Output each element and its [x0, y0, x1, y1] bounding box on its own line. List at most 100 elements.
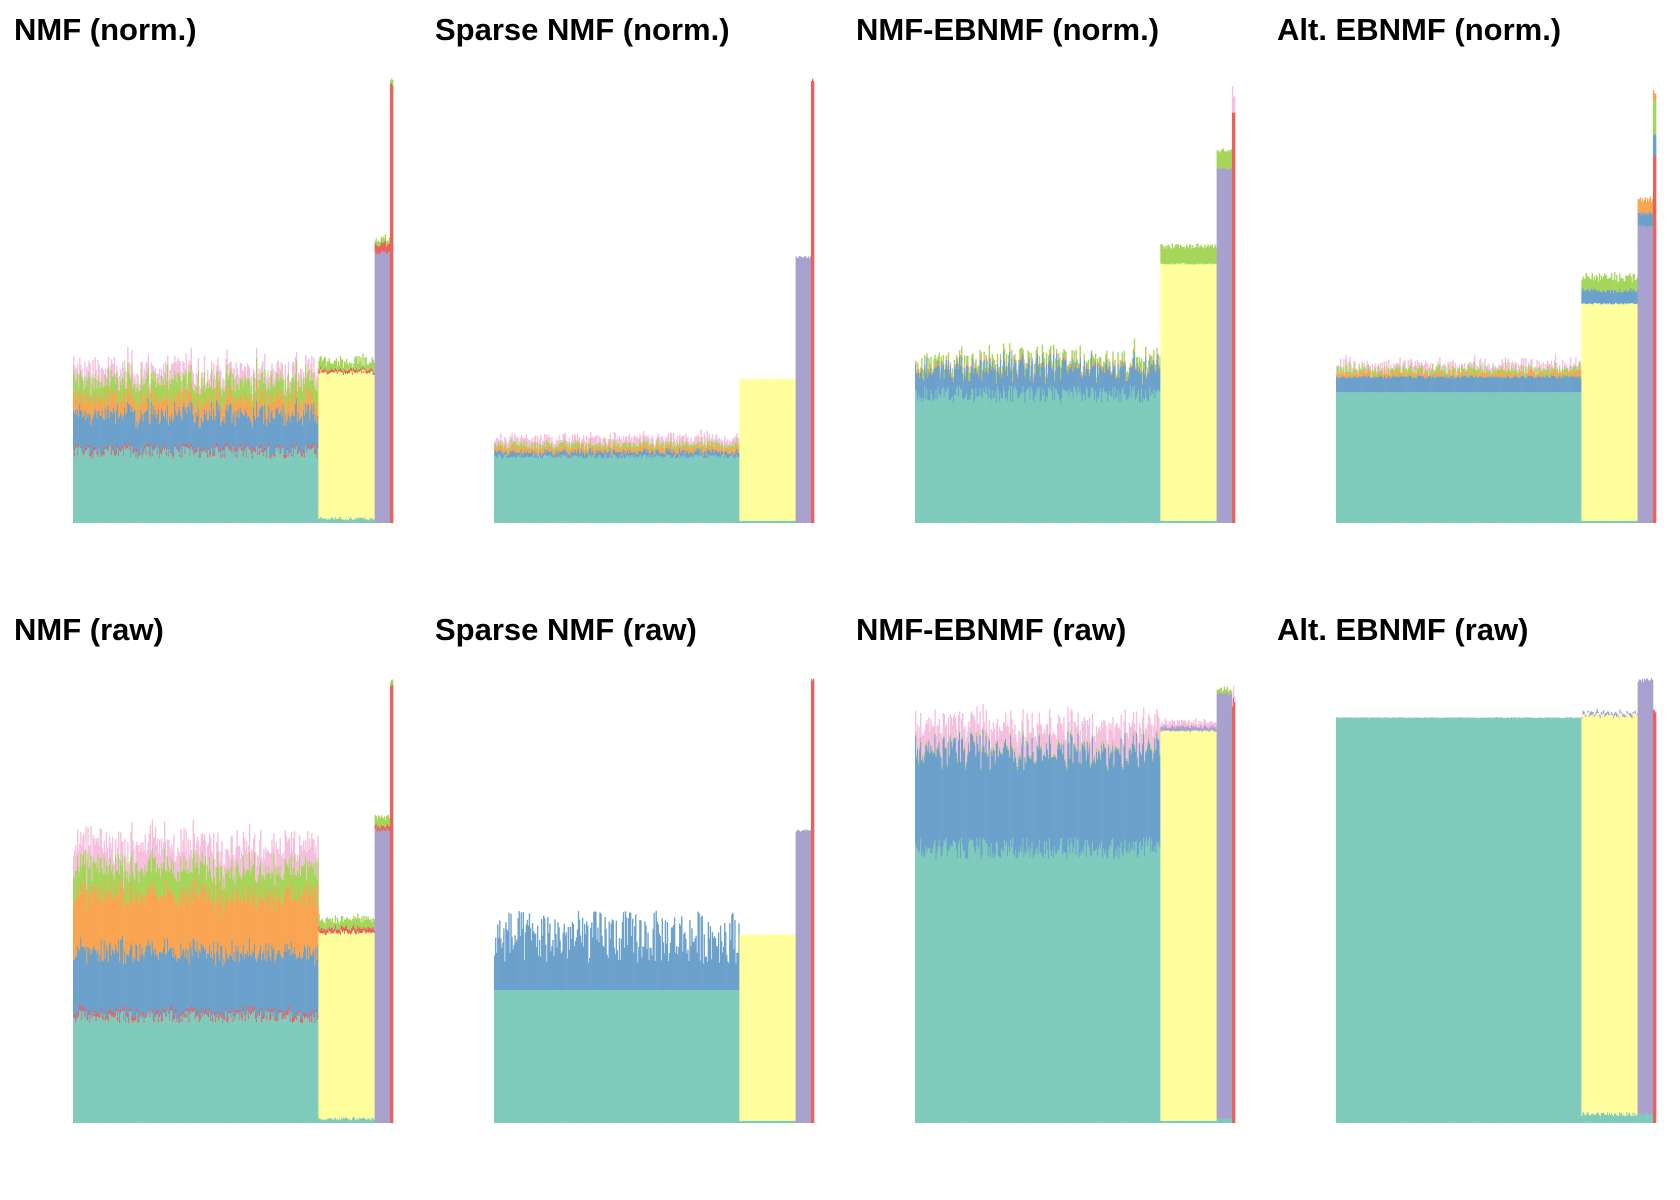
- bar-segment-teal: [571, 456, 574, 523]
- bar-segment-red: [285, 454, 288, 459]
- bar-segment-blue: [494, 453, 496, 457]
- bar-segment-pink: [80, 364, 82, 371]
- bar-segment-red: [320, 366, 322, 370]
- bar-segment-green: [538, 444, 541, 448]
- bar-segment-pink: [259, 369, 261, 380]
- bar-segment-teal: [970, 395, 972, 523]
- bar-segment-orange: [1451, 370, 1453, 376]
- bar-segment-green: [1365, 372, 1368, 374]
- bar-segment-teal: [710, 455, 713, 523]
- bar-segment-blue: [1062, 358, 1064, 388]
- bar-segment-orange: [1018, 362, 1020, 366]
- bar-segment-orange: [141, 394, 143, 414]
- bar-segment-green: [390, 78, 393, 84]
- bar-segment-teal: [720, 455, 723, 523]
- bar-segment-blue: [633, 451, 635, 455]
- bar-segment-green: [297, 381, 300, 402]
- bar-segment-pink: [1448, 363, 1450, 371]
- bar-segment-blue: [196, 416, 199, 449]
- bar-segment-orange: [1395, 374, 1397, 377]
- bar-segment-yellow: [365, 373, 367, 520]
- bar-segment-blue: [924, 364, 926, 386]
- bar-segment-orange: [1384, 368, 1386, 376]
- bar-segment-pink: [150, 362, 153, 373]
- bar-segment-pink: [621, 441, 624, 444]
- bar-segment-blue: [93, 414, 95, 447]
- bar-segment-blue: [1480, 376, 1482, 393]
- bar-segment-red: [211, 445, 213, 448]
- bar-segment-orange: [1442, 375, 1444, 377]
- bar-segment-green: [1058, 353, 1060, 358]
- bar-segment-pink: [693, 440, 695, 443]
- bar-segment-green: [997, 367, 1000, 370]
- bar-segment-blue: [564, 449, 566, 456]
- bar-segment-teal: [1167, 520, 1169, 523]
- bar-segment-orange: [124, 390, 126, 408]
- panel-title: Alt. EBNMF (norm.): [1277, 12, 1561, 47]
- bar-segment-orange: [289, 409, 292, 422]
- bar-segment-orange: [990, 368, 993, 370]
- bar-segment-green: [1433, 372, 1435, 375]
- bar-segment-pink: [86, 366, 88, 378]
- bar-segment-blue: [594, 456, 596, 459]
- bar-segment-blue: [646, 452, 648, 459]
- bar-segment-teal: [732, 454, 734, 523]
- bar-segment-blue: [1435, 375, 1437, 393]
- bar-segment-red: [376, 245, 379, 253]
- bar-segment-green: [927, 368, 929, 375]
- bar-segment-pink: [537, 442, 540, 450]
- bar-segment-teal: [544, 454, 546, 523]
- bar-segment-pink: [1468, 362, 1471, 368]
- bar-segment-orange: [182, 387, 184, 407]
- bar-segment-teal: [998, 401, 1001, 523]
- bar-segment-red: [328, 370, 330, 374]
- bar-segment-green: [253, 377, 256, 398]
- bar-segment-green: [355, 356, 357, 370]
- bar-segment-teal: [364, 517, 366, 523]
- bar-segment-blue: [1073, 362, 1075, 387]
- bar-segment-teal: [1016, 390, 1018, 523]
- bar-segment-blue: [657, 448, 659, 455]
- bar-segment-green: [1128, 367, 1131, 371]
- bar-segment-teal: [1406, 392, 1408, 523]
- bar-segment-green: [1178, 248, 1181, 265]
- bar-segment-green: [353, 363, 355, 369]
- bar-segment-green: [1475, 369, 1477, 376]
- bar-segment-teal: [340, 519, 343, 523]
- bar-segment-green: [273, 384, 275, 404]
- bar-segment-blue: [515, 452, 517, 458]
- bar-segment-red: [147, 442, 149, 447]
- bar-segment-yellow: [1163, 264, 1165, 521]
- bar-segment-teal: [1339, 392, 1341, 523]
- bar-segment-green: [125, 388, 127, 402]
- bar-segment-red: [187, 446, 189, 449]
- bar-segment-orange: [260, 396, 262, 408]
- bar-segment-green: [308, 370, 310, 387]
- bar-segment-teal: [1074, 388, 1076, 523]
- bar-segment-teal: [525, 457, 528, 523]
- bar-segment-blue: [967, 365, 969, 401]
- bar-segment-blue: [157, 409, 160, 447]
- bar-segment-pink: [500, 433, 502, 442]
- bar-segment-teal: [672, 456, 675, 523]
- bar-segment-blue: [290, 415, 293, 454]
- bar-segment-red: [160, 450, 163, 455]
- bar-segment-teal: [346, 519, 349, 523]
- bar-segment-orange: [923, 379, 925, 382]
- bar-segment-blue: [1087, 369, 1090, 397]
- bar-segment-green: [574, 439, 577, 445]
- bar-segment-red: [354, 369, 356, 373]
- bar-segment-orange: [1481, 373, 1483, 377]
- bar-segment-blue: [1082, 372, 1085, 394]
- bar-segment-green: [1163, 248, 1165, 265]
- bar-segment-red: [86, 448, 88, 450]
- bar-segment-blue: [653, 454, 655, 458]
- bar-segment-pink: [239, 363, 242, 379]
- bar-segment-red: [137, 457, 139, 459]
- bar-segment-orange: [254, 407, 257, 421]
- bar-segment-orange: [567, 449, 569, 455]
- bar-segment-teal: [783, 520, 785, 523]
- bar-segment-green: [380, 236, 383, 242]
- bar-segment-green: [1422, 374, 1425, 375]
- bar-segment-blue: [1348, 377, 1350, 393]
